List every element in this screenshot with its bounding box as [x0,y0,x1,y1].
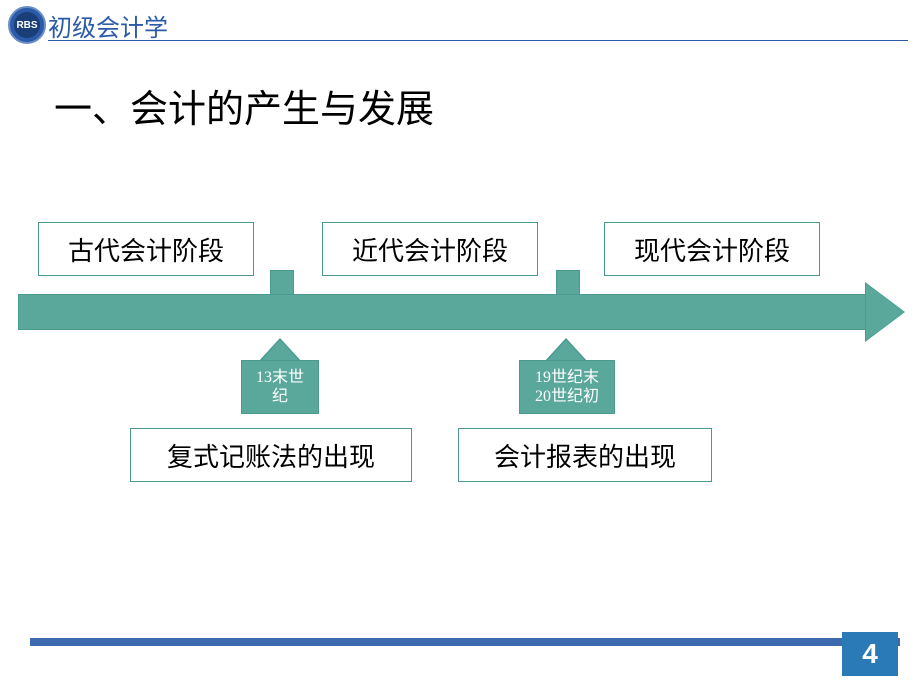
callout-line: 19世纪末 [535,368,599,387]
page-number-badge: 4 [842,632,898,676]
slide-title: 一、会计的产生与发展 [54,78,434,133]
callout-tip [260,340,300,362]
logo-badge: RBS [8,6,46,44]
arrow-shaft [18,294,868,330]
event-box-financial-statements: 会计报表的出现 [458,428,712,482]
timeline-arrow [18,294,903,330]
timeline-peg [556,270,580,296]
callout-tip [546,340,586,362]
stage-box-ancient: 古代会计阶段 [38,222,254,276]
callout-century-19-20: 19世纪末 20世纪初 [519,360,615,414]
arrow-head [866,284,904,340]
callout-line: 20世纪初 [535,387,599,406]
stage-box-contemporary: 现代会计阶段 [604,222,820,276]
callout-line: 纪 [272,387,288,406]
callout-line: 13末世 [256,368,304,387]
slide: RBS 初级会计学 一、会计的产生与发展 古代会计阶段 近代会计阶段 现代会计阶… [0,0,920,690]
timeline-peg [270,270,294,296]
course-title: 初级会计学 [48,8,168,43]
event-box-double-entry: 复式记账法的出现 [130,428,412,482]
stage-box-modern: 近代会计阶段 [322,222,538,276]
footer-bar [30,638,900,646]
logo-text: RBS [14,12,40,38]
header-underline [48,40,908,41]
callout-century-13: 13末世 纪 [241,360,319,414]
